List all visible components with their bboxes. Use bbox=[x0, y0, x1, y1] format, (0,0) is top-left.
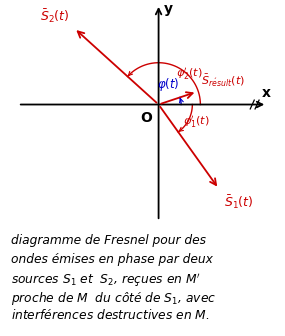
Text: x: x bbox=[262, 86, 271, 100]
Text: $\varphi(t)$: $\varphi(t)$ bbox=[157, 76, 180, 93]
Text: y: y bbox=[164, 2, 173, 15]
Text: interférences destructives en $M$.: interférences destructives en $M$. bbox=[11, 308, 210, 323]
Text: $\bar{S}_1(t)$: $\bar{S}_1(t)$ bbox=[224, 194, 253, 211]
Text: $\varphi_1'(t)$: $\varphi_1'(t)$ bbox=[183, 114, 209, 130]
Text: $\varphi_2'(t)$: $\varphi_2'(t)$ bbox=[176, 66, 203, 82]
Text: ondes émises en phase par deux: ondes émises en phase par deux bbox=[11, 253, 213, 265]
Text: O: O bbox=[140, 111, 152, 125]
Text: proche de $M$  du côté de $S_1$, avec: proche de $M$ du côté de $S_1$, avec bbox=[11, 290, 217, 307]
Text: sources $S_1$ et  $S_2$, reçues en $M'$: sources $S_1$ et $S_2$, reçues en $M'$ bbox=[11, 271, 201, 289]
Text: diagramme de Fresnel pour des: diagramme de Fresnel pour des bbox=[11, 234, 206, 247]
Text: $\bar{S}_{r\acute{e}sult}(t)$: $\bar{S}_{r\acute{e}sult}(t)$ bbox=[201, 73, 245, 88]
Text: $\bar{S}_2(t)$: $\bar{S}_2(t)$ bbox=[40, 7, 69, 25]
